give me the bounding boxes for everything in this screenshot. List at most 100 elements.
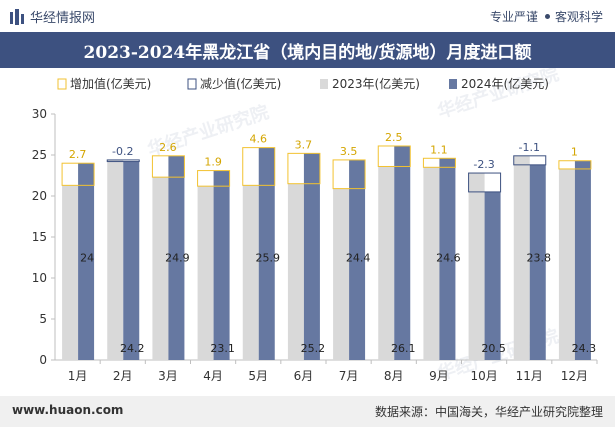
bullet-dot-icon [544, 14, 550, 19]
brand-tags: 专业严谨 客观科学 [490, 8, 603, 25]
x-tick-label: 2月 [113, 369, 133, 383]
x-tick-label: 7月 [339, 369, 359, 383]
legend-label-0: 增加值(亿美元) [70, 76, 151, 91]
change-label: 2.5 [385, 131, 403, 144]
bar-2024-value-label: 24.6 [436, 252, 461, 265]
bar-2023 [558, 168, 575, 360]
legend-swatch-0 [57, 78, 67, 90]
change-label: 1.9 [204, 156, 222, 169]
bar-2024 [258, 147, 275, 360]
decrease-box [106, 159, 140, 163]
bar-2024 [394, 145, 411, 360]
bar-2024 [484, 191, 501, 360]
y-tick-label: 20 [32, 189, 47, 203]
bar-2024 [168, 155, 185, 360]
bar-2024 [574, 160, 591, 360]
decrease-box [468, 172, 502, 193]
y-tick-label: 5 [39, 312, 47, 326]
bar-2024 [213, 170, 230, 360]
legend-label-3: 2024年(亿美元) [461, 76, 549, 91]
decrease-box [513, 155, 547, 166]
change-label: -2.3 [473, 158, 494, 171]
y-tick-label: 25 [32, 148, 47, 162]
increase-box [287, 152, 321, 185]
x-tick-label: 1月 [68, 369, 88, 383]
legend-swatch-1 [187, 78, 197, 90]
y-tick-label: 0 [39, 353, 47, 367]
bar-2024-value-label: 24.4 [346, 252, 371, 265]
change-label: 4.6 [250, 133, 268, 146]
change-label: 3.5 [340, 145, 358, 158]
bar-2023 [423, 167, 440, 360]
bar-2023 [287, 183, 304, 360]
title-bar [0, 32, 615, 68]
x-tick-label: 12月 [561, 369, 588, 383]
x-tick-label: 4月 [203, 369, 223, 383]
increase-box [332, 159, 366, 190]
legend-label-1: 减少值(亿美元) [200, 76, 281, 91]
bar-2024 [303, 153, 320, 360]
bar-2023 [152, 177, 169, 360]
bar-2024 [439, 158, 456, 360]
footer-source: 数据来源：中国海关，华经产业研究院整理 [374, 405, 603, 419]
change-label: 1.1 [430, 143, 448, 156]
x-tick-label: 8月 [384, 369, 404, 383]
bar-2024 [78, 163, 95, 360]
bar-2024-value-label: 24.3 [572, 342, 597, 355]
bar-2023 [242, 185, 259, 360]
x-tick-label: 3月 [158, 369, 178, 383]
increase-box [151, 155, 185, 178]
x-tick-label: 10月 [470, 369, 497, 383]
increase-box [61, 162, 95, 186]
bar-2024-value-label: 24 [80, 252, 94, 265]
chart-title: 2023-2024年黑龙江省（境内目的地/货源地）月度进口额 [83, 43, 532, 63]
bar-2024-value-label: 24.9 [165, 252, 190, 265]
legend-label-2: 2023年(亿美元) [332, 76, 420, 91]
bar-2023 [468, 173, 485, 360]
y-tick-label: 10 [32, 271, 47, 285]
brand-name: 华经情报网 [30, 11, 96, 26]
bar-2023 [378, 166, 395, 360]
bar-2024 [349, 159, 366, 360]
x-tick-label: 5月 [248, 369, 268, 383]
bar-2023 [62, 185, 79, 360]
tag-professional: 专业严谨 [489, 10, 538, 24]
x-tick-label: 6月 [294, 369, 314, 383]
bar-2024-value-label: 26.1 [391, 342, 416, 355]
brand-logo-icon [10, 8, 24, 25]
change-label: -1.1 [519, 141, 540, 154]
bar-2024 [123, 161, 140, 360]
change-label: 1 [571, 146, 578, 159]
increase-box [242, 147, 276, 186]
increase-box [197, 170, 231, 187]
y-tick-label: 15 [32, 230, 47, 244]
bar-2023 [197, 186, 214, 360]
change-label: 2.6 [159, 141, 177, 154]
legend-swatch-3 [449, 79, 457, 89]
brand[interactable]: 华经情报网 [10, 7, 95, 26]
legend-swatch-2 [320, 79, 328, 89]
tag-objective: 客观科学 [554, 10, 603, 24]
bar-2024-value-label: 25.2 [301, 342, 326, 355]
chart-area: 华经产业研究院华经产业研究院华经产业研究院增加值(亿美元)减少值(亿美元)202… [32, 68, 598, 385]
x-tick-label: 9月 [429, 369, 449, 383]
bar-2023 [107, 159, 124, 360]
bar-2024-value-label: 25.9 [256, 252, 281, 265]
increase-box [377, 145, 411, 167]
x-tick-label: 11月 [516, 369, 543, 383]
change-label: 2.7 [69, 148, 87, 161]
bar-2024-value-label: 23.1 [210, 342, 235, 355]
bar-2024-value-label: 24.2 [120, 342, 145, 355]
increase-box [422, 157, 456, 168]
top-bar: 华经情报网 专业严谨 客观科学 [0, 0, 615, 32]
bar-2024-value-label: 23.8 [527, 252, 552, 265]
bar-2023 [513, 155, 530, 360]
bar-2023 [333, 188, 350, 360]
bar-2024 [529, 164, 546, 360]
y-tick-label: 30 [32, 107, 47, 121]
increase-box [558, 160, 592, 170]
bar-2024-value-label: 20.5 [481, 342, 506, 355]
change-label: -0.2 [112, 145, 133, 158]
change-label: 3.7 [295, 138, 313, 151]
footer-website[interactable]: www.huaon.com [12, 403, 124, 417]
